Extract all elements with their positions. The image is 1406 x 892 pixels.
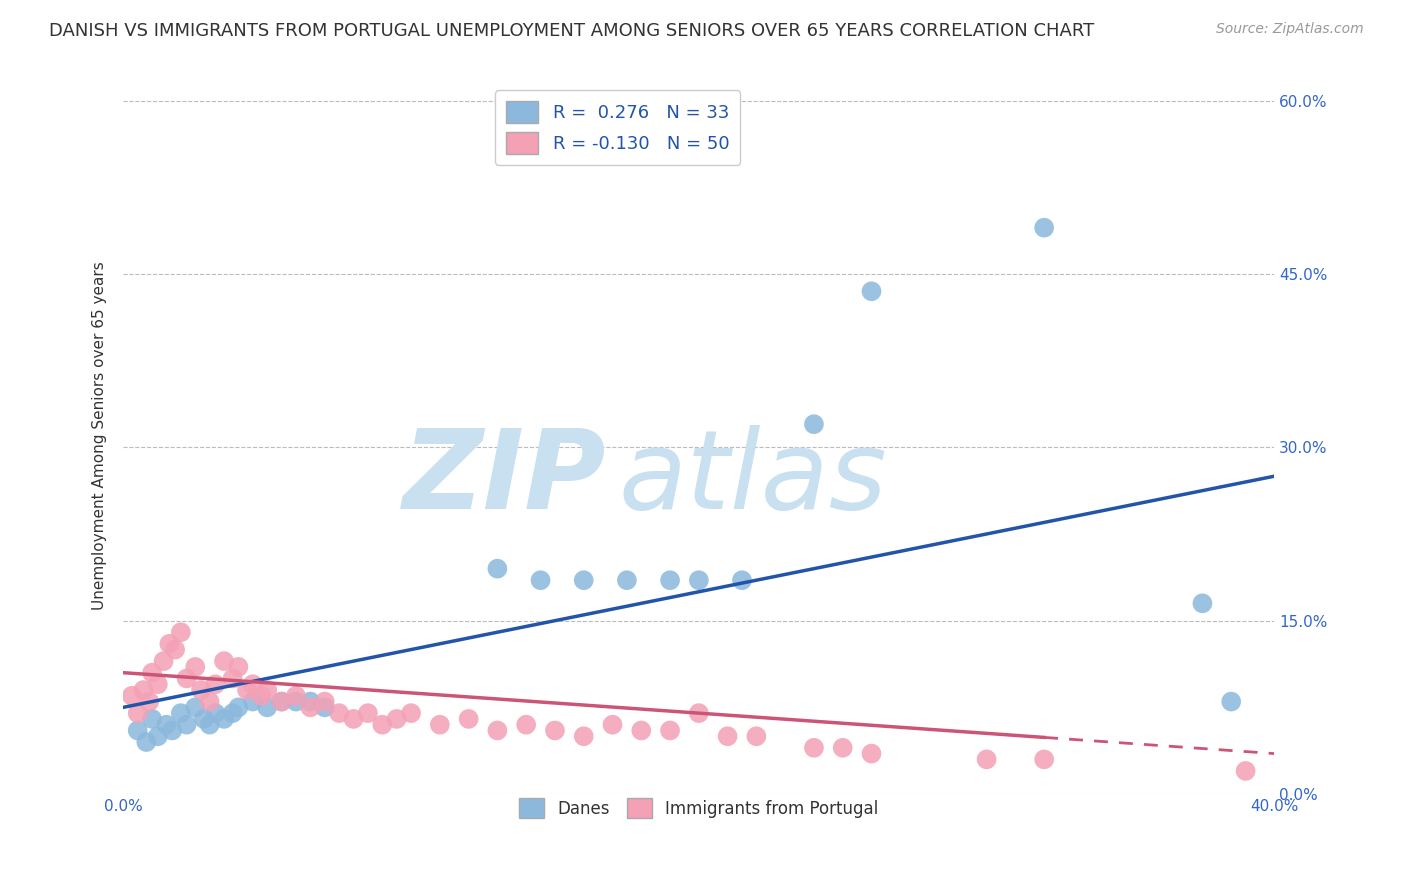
Point <box>457 712 479 726</box>
Point <box>1033 220 1056 235</box>
Point <box>1033 752 1056 766</box>
Text: ZIP: ZIP <box>404 425 607 533</box>
Point <box>242 695 264 709</box>
Point <box>270 695 292 709</box>
Legend: Danes, Immigrants from Portugal: Danes, Immigrants from Portugal <box>513 791 884 825</box>
Point <box>659 723 682 738</box>
Point <box>486 562 509 576</box>
Point <box>160 723 183 738</box>
Point <box>544 723 567 738</box>
Point <box>176 672 198 686</box>
Point <box>572 573 595 587</box>
Point <box>135 735 157 749</box>
Point <box>146 677 169 691</box>
Point <box>221 706 243 720</box>
Point <box>212 654 235 668</box>
Point <box>314 695 336 709</box>
Point <box>198 695 221 709</box>
Point <box>659 573 682 587</box>
Text: atlas: atlas <box>619 425 887 533</box>
Point <box>717 729 740 743</box>
Point <box>250 689 273 703</box>
Point <box>1220 695 1243 709</box>
Y-axis label: Unemployment Among Seniors over 65 years: Unemployment Among Seniors over 65 years <box>93 261 107 610</box>
Point <box>342 712 364 726</box>
Point <box>314 700 336 714</box>
Point <box>146 729 169 743</box>
Point <box>132 683 155 698</box>
Point <box>141 665 163 680</box>
Point <box>399 706 422 720</box>
Point <box>165 642 187 657</box>
Point <box>688 573 710 587</box>
Point <box>184 660 207 674</box>
Point <box>429 717 451 731</box>
Point <box>731 573 754 587</box>
Text: DANISH VS IMMIGRANTS FROM PORTUGAL UNEMPLOYMENT AMONG SENIORS OVER 65 YEARS CORR: DANISH VS IMMIGRANTS FROM PORTUGAL UNEMP… <box>49 22 1094 40</box>
Point <box>385 712 408 726</box>
Point <box>236 683 259 698</box>
Point <box>1234 764 1257 778</box>
Point <box>121 689 143 703</box>
Point <box>221 672 243 686</box>
Point <box>228 700 250 714</box>
Point <box>486 723 509 738</box>
Point <box>127 706 149 720</box>
Point <box>572 729 595 743</box>
Point <box>170 706 193 720</box>
Point <box>284 695 307 709</box>
Point <box>170 625 193 640</box>
Text: Source: ZipAtlas.com: Source: ZipAtlas.com <box>1216 22 1364 37</box>
Point <box>515 717 537 731</box>
Point <box>242 677 264 691</box>
Point <box>745 729 768 743</box>
Point <box>284 689 307 703</box>
Point <box>270 695 292 709</box>
Point <box>328 706 350 720</box>
Point <box>176 717 198 731</box>
Point <box>357 706 380 720</box>
Point <box>141 712 163 726</box>
Point <box>204 677 226 691</box>
Point <box>299 700 322 714</box>
Point <box>630 723 652 738</box>
Point <box>602 717 624 731</box>
Point <box>204 706 226 720</box>
Point <box>127 723 149 738</box>
Point <box>371 717 394 731</box>
Point <box>152 654 174 668</box>
Point <box>529 573 551 587</box>
Point <box>256 700 278 714</box>
Point <box>616 573 638 587</box>
Point <box>299 695 322 709</box>
Point <box>212 712 235 726</box>
Point <box>1191 596 1213 610</box>
Point <box>860 285 883 299</box>
Point <box>256 683 278 698</box>
Point <box>155 717 177 731</box>
Point <box>803 417 825 432</box>
Point <box>198 717 221 731</box>
Point <box>688 706 710 720</box>
Point <box>184 700 207 714</box>
Point <box>803 740 825 755</box>
Point <box>157 637 180 651</box>
Point <box>190 683 212 698</box>
Point <box>976 752 998 766</box>
Point <box>193 712 215 726</box>
Point <box>228 660 250 674</box>
Point <box>138 695 160 709</box>
Point <box>831 740 853 755</box>
Point <box>860 747 883 761</box>
